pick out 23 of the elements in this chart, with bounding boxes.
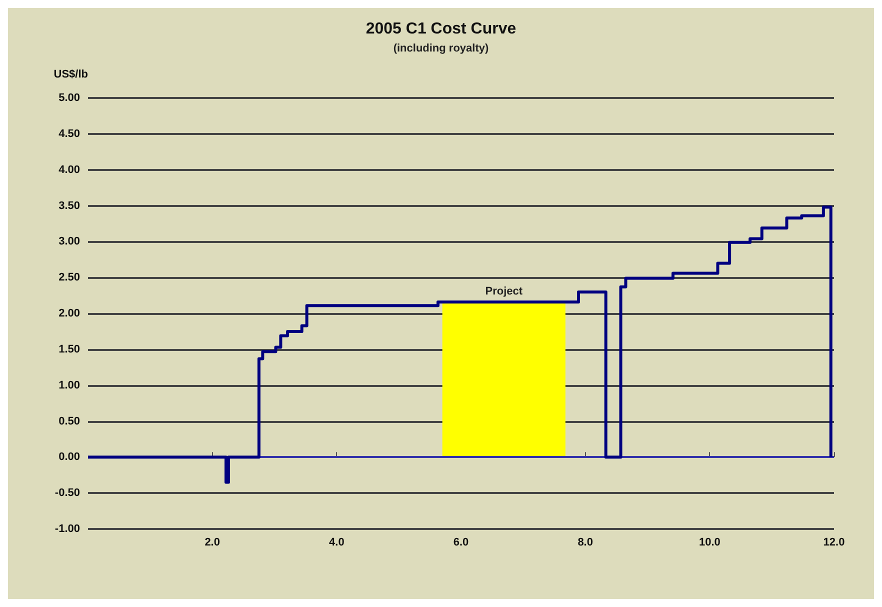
x-tick-label: 10.0 [698,536,720,548]
band-label: Project [485,286,523,298]
x-tick-label: 12.0 [823,536,845,548]
x-tick-label: 4.0 [329,536,344,548]
y-tick-label: -1.00 [54,523,80,535]
chart-subtitle: (including royalty) [393,42,489,54]
y-tick-label: 4.50 [58,128,80,140]
x-tick-label: 8.0 [578,536,593,548]
y-tick-label: 4.00 [58,164,80,176]
y-tick-label: 0.50 [58,415,80,428]
chart-title: 2005 C1 Cost Curve [366,20,516,38]
y-tick-label: 5.00 [58,92,80,104]
y-tick-label: 0.00 [58,451,80,464]
y-tick-label: -0.50 [54,487,80,500]
y-tick-label: 1.00 [58,379,80,392]
y-tick-label: 3.50 [58,200,80,212]
y-tick-label: 2.00 [58,308,80,320]
y-tick-label: 3.00 [58,236,80,248]
y-tick-label: 1.50 [58,343,80,356]
x-tick-label: 2.0 [204,536,220,548]
y-axis-title: US$/lb [54,68,88,80]
x-tick-label: 6.0 [453,536,469,548]
y-tick-label: 2.50 [58,272,80,284]
